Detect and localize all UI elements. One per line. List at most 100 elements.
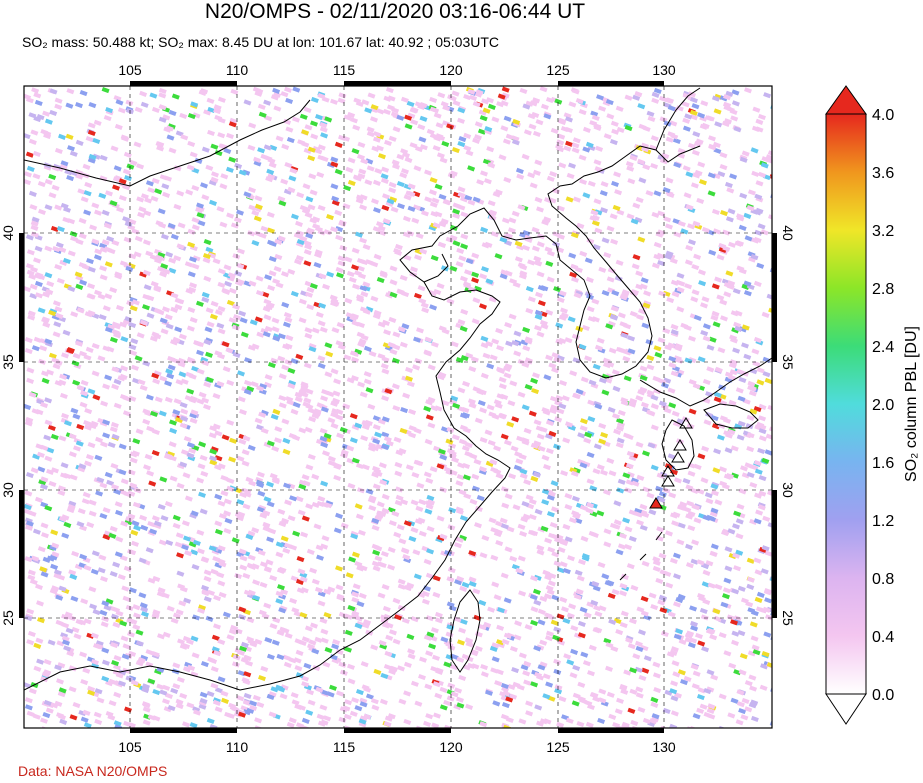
so2-pixel bbox=[638, 629, 646, 636]
so2-pixel bbox=[711, 490, 719, 497]
so2-pixel bbox=[463, 93, 472, 101]
so2-pixel bbox=[735, 387, 744, 394]
so2-pixel bbox=[143, 210, 152, 217]
so2-pixel bbox=[267, 227, 275, 234]
so2-pixel bbox=[270, 413, 279, 421]
so2-pixel bbox=[558, 162, 567, 169]
so2-pixel bbox=[522, 345, 531, 352]
so2-pixel bbox=[517, 523, 526, 530]
so2-pixel bbox=[309, 189, 318, 196]
so2-pixel bbox=[303, 240, 312, 247]
so2-pixel bbox=[592, 363, 601, 370]
so2-pixel bbox=[613, 519, 622, 526]
so2-pixel bbox=[469, 453, 478, 460]
so2-pixel bbox=[461, 581, 470, 588]
so2-pixel bbox=[448, 450, 457, 457]
so2-pixel bbox=[335, 234, 344, 241]
so2-pixel bbox=[725, 270, 734, 277]
so2-pixel bbox=[373, 131, 382, 138]
so2-pixel bbox=[201, 146, 210, 153]
so2-pixel bbox=[736, 434, 745, 441]
so2-pixel bbox=[44, 505, 53, 512]
so2-pixel bbox=[637, 706, 646, 713]
so2-pixel bbox=[611, 128, 620, 135]
so2-pixel bbox=[724, 447, 733, 454]
so2-pixel bbox=[442, 104, 451, 112]
so2-pixel bbox=[579, 462, 588, 469]
so2-pixel bbox=[469, 94, 478, 102]
so2-pixel bbox=[528, 514, 537, 521]
so2-pixel bbox=[619, 582, 628, 590]
so2-pixel bbox=[282, 448, 291, 455]
so2-pixel bbox=[585, 141, 594, 148]
so2-pixel bbox=[514, 451, 523, 458]
so2-pixel bbox=[545, 260, 554, 267]
so2-pixel bbox=[692, 131, 701, 138]
so2-pixel bbox=[205, 164, 214, 171]
so2-pixel bbox=[582, 146, 591, 153]
so2-pixel bbox=[392, 597, 401, 604]
so2-pixel bbox=[220, 690, 229, 697]
so2-pixel bbox=[445, 469, 454, 476]
so2-pixel bbox=[521, 153, 530, 160]
so2-pixel bbox=[142, 408, 151, 415]
so2-pixel bbox=[191, 217, 200, 224]
so2-pixel bbox=[209, 455, 217, 462]
so2-pixel bbox=[707, 172, 716, 179]
so2-pixel bbox=[652, 559, 661, 566]
so2-pixel bbox=[186, 442, 195, 449]
so2-pixel bbox=[712, 608, 721, 615]
so2-pixel bbox=[142, 702, 151, 709]
so2-pixel bbox=[585, 721, 594, 728]
so2-pixel bbox=[88, 499, 97, 506]
so2-pixel bbox=[285, 396, 294, 403]
so2-pixel bbox=[363, 686, 372, 693]
so2-pixel bbox=[90, 632, 99, 639]
so2-pixel bbox=[461, 445, 470, 452]
so2-pixel bbox=[365, 259, 374, 266]
so2-pixel bbox=[364, 107, 373, 114]
so2-pixel bbox=[217, 281, 226, 289]
so2-pixel bbox=[123, 720, 132, 727]
so2-pixel bbox=[645, 339, 654, 346]
so2-pixel bbox=[657, 337, 666, 344]
so2-pixel bbox=[650, 701, 659, 708]
so2-pixel bbox=[70, 407, 79, 414]
so2-pixel bbox=[539, 595, 548, 603]
so2-pixel bbox=[401, 168, 409, 175]
so2-pixel bbox=[534, 508, 543, 515]
so2-pixel bbox=[582, 660, 591, 667]
so2-pixel bbox=[639, 283, 648, 290]
so2-pixel bbox=[388, 135, 397, 142]
so2-pixel bbox=[69, 474, 78, 481]
so2-pixel bbox=[211, 171, 219, 178]
so2-pixel bbox=[497, 607, 505, 614]
so2-pixel bbox=[685, 244, 694, 252]
so2-pixel bbox=[162, 698, 170, 705]
so2-pixel bbox=[243, 388, 252, 396]
so2-pixel bbox=[79, 90, 88, 97]
so2-pixel bbox=[228, 456, 237, 463]
so2-pixel bbox=[699, 703, 708, 710]
so2-pixel bbox=[425, 503, 434, 510]
triangle-icon bbox=[671, 451, 685, 463]
so2-pixel bbox=[433, 288, 442, 296]
so2-pixel bbox=[577, 432, 586, 439]
so2-pixel bbox=[214, 114, 223, 122]
so2-pixel bbox=[167, 222, 176, 229]
so2-pixel bbox=[608, 347, 617, 354]
so2-pixel bbox=[595, 145, 604, 152]
so2-pixel bbox=[592, 244, 601, 251]
so2-pixel bbox=[140, 606, 149, 613]
so2-pixel bbox=[553, 443, 561, 450]
so2-pixel bbox=[114, 551, 123, 558]
so2-pixel bbox=[287, 268, 296, 275]
so2-pixel bbox=[768, 426, 772, 433]
so2-pixel bbox=[586, 601, 595, 608]
so2-pixel bbox=[479, 407, 488, 414]
so2-pixel bbox=[142, 239, 151, 246]
so2-pixel bbox=[673, 573, 681, 580]
so2-pixel bbox=[63, 521, 72, 528]
so2-pixel bbox=[57, 489, 66, 497]
so2-pixel bbox=[685, 204, 694, 211]
